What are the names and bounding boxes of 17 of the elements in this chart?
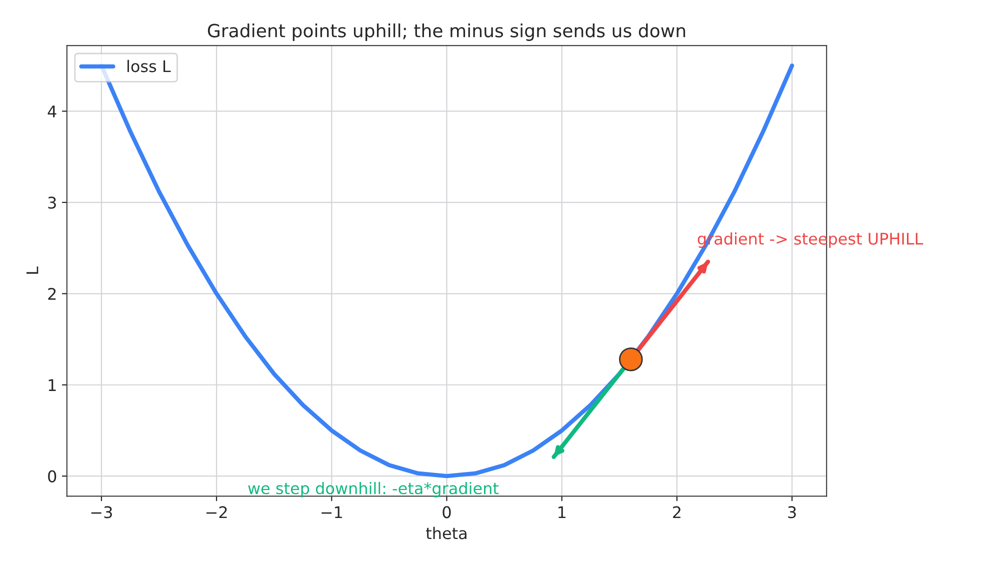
annotation: we step downhill: -eta*gradient (248, 482, 499, 498)
y-tick-label: 1 (48, 379, 56, 391)
y-axis-title: L (26, 266, 38, 274)
y-tick-label: 2 (48, 288, 56, 300)
x-tick-label: 3 (788, 506, 796, 518)
x-tick-label: 0 (442, 506, 451, 518)
x-tick-label: −1 (322, 506, 342, 518)
x-axis-title: theta (426, 526, 466, 540)
chart-title: Gradient points uphill; the minus sign sends us down (208, 23, 686, 41)
y-tick-label: 4 (48, 106, 56, 118)
x-tick-label: −3 (91, 506, 112, 518)
y-tick-label: 0 (48, 470, 56, 482)
x-tick-label: 2 (673, 506, 680, 518)
y-tick-label: 3 (48, 196, 56, 209)
x-tick-label: −2 (206, 506, 227, 518)
legend-label: loss L (128, 60, 171, 72)
x-tick-label: 1 (558, 506, 566, 518)
